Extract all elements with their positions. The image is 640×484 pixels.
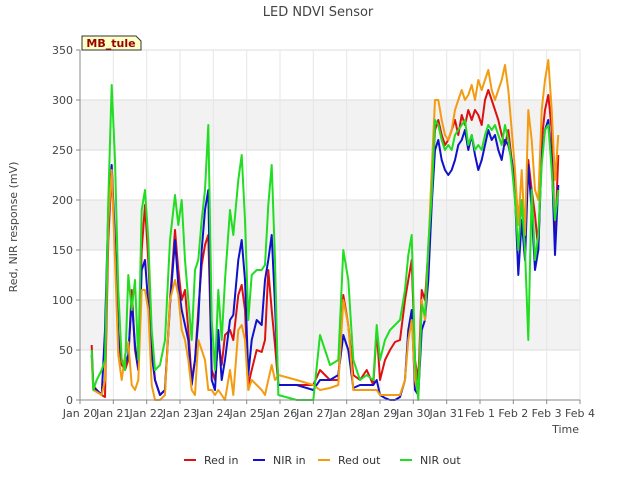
y-tick-label: 50	[59, 344, 73, 357]
grid-band	[80, 300, 580, 350]
y-tick-label: 200	[52, 194, 73, 207]
site-label-box: MB_tule	[81, 35, 142, 51]
x-tick-label: Jan 20	[62, 407, 97, 420]
x-tick-label: Jan 24	[195, 407, 230, 420]
y-tick-label: 350	[52, 44, 73, 57]
legend-label: Red in	[204, 454, 238, 467]
series-layer	[90, 59, 560, 401]
x-tick-label: Jan 29	[362, 407, 397, 420]
x-tick-label: Jan 25	[228, 407, 263, 420]
y-tick-label: 0	[66, 394, 73, 407]
x-tick-label: Jan 23	[162, 407, 197, 420]
y-axis-label: Red, NIR response (mV)	[7, 162, 20, 293]
legend-label: NIR out	[420, 454, 461, 467]
y-tick-label: 250	[52, 144, 73, 157]
grid-band	[80, 200, 580, 250]
site-label: MB_tule	[86, 37, 135, 50]
x-tick-label: Jan 28	[328, 407, 363, 420]
y-tick-label: 100	[52, 294, 73, 307]
chart-title: LED NDVI Sensor	[263, 5, 374, 20]
legend-item-red-in: Red in	[184, 454, 238, 467]
x-tick-label: Jan 30	[395, 407, 430, 420]
x-tick-label: Jan 31	[428, 407, 463, 420]
x-tick-label: Jan 27	[295, 407, 330, 420]
x-tick-label: Feb 1	[465, 407, 495, 420]
x-tick-label: Feb 3	[532, 407, 562, 420]
legend-label: NIR in	[273, 454, 306, 467]
x-tick-label: Feb 4	[565, 407, 595, 420]
legend-item-red-out: Red out	[318, 454, 381, 467]
y-tick-label: 300	[52, 94, 73, 107]
x-tick-label: Jan 26	[262, 407, 297, 420]
y-tick-label: 150	[52, 244, 73, 257]
series-line-nir-in	[90, 119, 560, 401]
x-tick-label: Jan 21	[95, 407, 130, 420]
legend-item-nir-in: NIR in	[253, 454, 306, 467]
legend-label: Red out	[338, 454, 381, 467]
x-tick-label: Jan 22	[128, 407, 163, 420]
series-line-nir-out	[90, 84, 560, 401]
x-tick-label: Feb 2	[498, 407, 528, 420]
x-axis-label: Time	[551, 423, 579, 436]
legend-item-nir-out: NIR out	[400, 454, 461, 467]
legend: Red in NIR in Red out NIR out	[184, 454, 461, 467]
grid-bands	[80, 100, 580, 350]
